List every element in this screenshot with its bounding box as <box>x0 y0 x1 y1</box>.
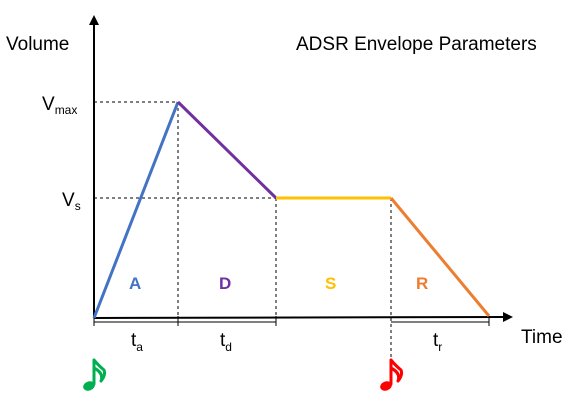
release-segment <box>389 197 491 317</box>
x-axis-label: Time <box>521 327 563 348</box>
ta-label: ta <box>131 330 143 354</box>
phase-label-sustain: S <box>325 274 336 293</box>
decay-segment <box>176 100 278 200</box>
duration-brackets <box>93 316 490 326</box>
diagram-title: ADSR Envelope Parameters <box>296 34 537 55</box>
note-on-icon <box>83 358 107 391</box>
note-off-icon <box>380 358 404 391</box>
td-label: td <box>220 330 232 354</box>
phase-label-attack: A <box>129 274 141 293</box>
tr-label: tr <box>433 330 442 354</box>
phase-label-release: R <box>416 274 428 293</box>
x-axis <box>93 312 513 323</box>
vs-label: Vs <box>62 190 81 213</box>
y-axis-label: Volume <box>6 34 69 55</box>
guide-lines <box>94 101 392 370</box>
phase-label-decay: D <box>219 274 231 293</box>
attack-segment <box>92 101 180 319</box>
vmax-label: Vmax <box>42 94 77 117</box>
